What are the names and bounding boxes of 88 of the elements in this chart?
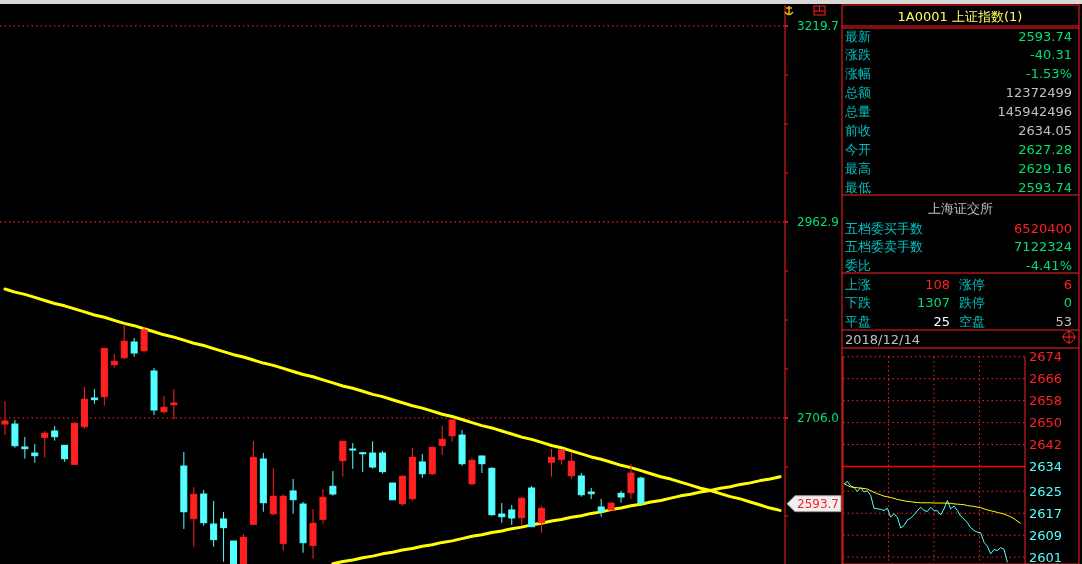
text: 空盘 — [959, 313, 985, 329]
text: 下跌 — [845, 295, 871, 311]
text: 今开 — [845, 141, 871, 157]
candlestick — [468, 457, 476, 486]
candlestick — [339, 440, 347, 478]
text: 7122324 — [1014, 239, 1072, 255]
text: 2629.16 — [1018, 160, 1072, 176]
y-tick-label: 2658 — [1029, 393, 1063, 409]
text: 涨跌 — [845, 47, 871, 63]
text: 最新 — [845, 28, 871, 44]
text: 涨停 — [959, 276, 985, 292]
candlestick — [269, 467, 277, 516]
candlestick — [160, 395, 168, 415]
y-tick-label: 2706.0 — [797, 411, 839, 426]
candlestick — [329, 470, 337, 497]
text: 五档委买手数 — [845, 220, 923, 236]
candlestick — [418, 453, 426, 479]
y-tick-label: 2601 — [1029, 549, 1063, 564]
text: 2634.05 — [1018, 123, 1072, 138]
text: 2593.74 — [1018, 179, 1072, 195]
text: 前收 — [845, 123, 871, 138]
y-tick-label: 2674 — [1029, 349, 1063, 365]
y-tick-label: 2642 — [1029, 437, 1063, 453]
candlestick — [379, 450, 387, 475]
candlestick — [41, 430, 49, 459]
text: 五档委卖手数 — [845, 239, 923, 255]
text: 最低 — [845, 179, 871, 195]
line-series — [843, 483, 1022, 524]
candlestick — [538, 505, 546, 534]
y-tick-label: 2650 — [1029, 415, 1063, 431]
candlestick — [369, 440, 377, 470]
candlestick — [21, 436, 29, 460]
y-tick-label: 2962.9 — [797, 214, 839, 229]
candlestick — [31, 443, 39, 464]
candlestick — [289, 478, 297, 515]
text: 跌停 — [959, 295, 985, 311]
candlestick — [11, 419, 19, 449]
text: 上涨 — [845, 276, 871, 292]
text: 2593.7 — [797, 496, 839, 511]
candlestick — [230, 540, 238, 564]
text: 总额 — [844, 85, 871, 101]
candlestick — [349, 442, 357, 470]
text: 53 — [1055, 313, 1072, 329]
candlestick — [120, 323, 128, 360]
candlestick — [547, 448, 555, 478]
chart-title: 2018/12/14 — [845, 331, 920, 347]
text: 0 — [1063, 295, 1072, 311]
y-tick-label: 2634 — [1029, 459, 1063, 475]
text: 108 — [925, 276, 950, 292]
candlestick — [309, 508, 317, 560]
text: 上海证交所 — [927, 200, 993, 216]
text: 平盘 — [845, 313, 871, 329]
candlestick — [130, 337, 138, 358]
text: -4.41% — [1026, 257, 1072, 273]
text: 6520400 — [1014, 220, 1072, 236]
text: 145942496 — [997, 104, 1072, 120]
candlestick — [617, 490, 625, 504]
line-series — [843, 480, 1008, 563]
text: 1307 — [916, 295, 950, 311]
candlestick — [498, 502, 506, 524]
text: -40.31 — [1030, 47, 1072, 63]
candlestick — [210, 500, 218, 548]
text: 委比 — [845, 257, 871, 273]
text: 1A0001 上证指数(1) — [897, 8, 1023, 24]
text: 最高 — [845, 160, 871, 176]
y-tick-label: 2625 — [1029, 483, 1063, 499]
candlestick — [319, 488, 327, 525]
text: 涨幅 — [845, 66, 871, 82]
candlestick — [508, 504, 516, 526]
y-tick-label: 2617 — [1029, 505, 1063, 521]
candlestick — [478, 454, 486, 474]
text: 12372499 — [1005, 85, 1072, 101]
y-tick-label: 3219.7 — [797, 18, 839, 33]
candlestick — [577, 472, 585, 498]
text: 总量 — [844, 104, 871, 120]
text: 2593.74 — [1018, 28, 1072, 44]
candlestick — [627, 463, 635, 500]
candlestick — [438, 425, 446, 456]
text: 6 — [1063, 276, 1072, 292]
candlestick — [518, 496, 526, 527]
y-tick-label: 2609 — [1029, 527, 1063, 543]
text: 25 — [933, 313, 950, 329]
candlestick — [140, 326, 148, 354]
y-tick-label: 2666 — [1029, 371, 1063, 387]
candlestick — [220, 511, 228, 563]
text: -1.53% — [1026, 66, 1072, 82]
candlestick — [567, 452, 575, 480]
text: 2627.28 — [1018, 141, 1072, 157]
